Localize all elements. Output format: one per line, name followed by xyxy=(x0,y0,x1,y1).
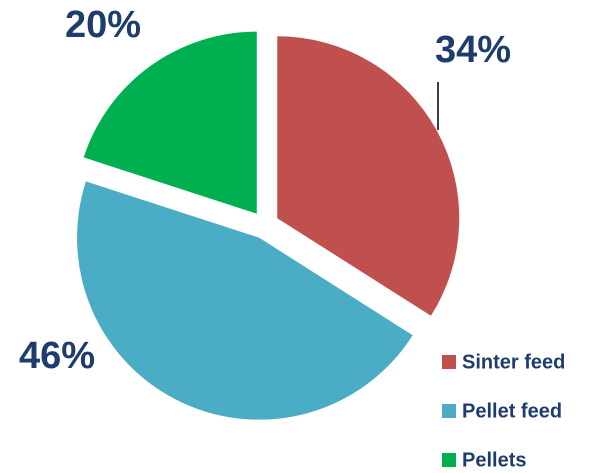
pie-slice xyxy=(77,181,413,420)
legend-label: Pellets xyxy=(462,449,526,471)
pie-slice xyxy=(277,36,460,316)
data-label: 20% xyxy=(65,4,141,46)
legend-swatch xyxy=(442,355,456,369)
legend-swatch xyxy=(442,404,456,418)
legend-label: Sinter feed xyxy=(462,351,565,373)
legend-swatch xyxy=(442,453,456,467)
data-label: 46% xyxy=(19,335,95,377)
legend-label: Pellet feed xyxy=(462,400,562,422)
data-label: 34% xyxy=(435,29,511,71)
pie-slice xyxy=(83,31,257,214)
